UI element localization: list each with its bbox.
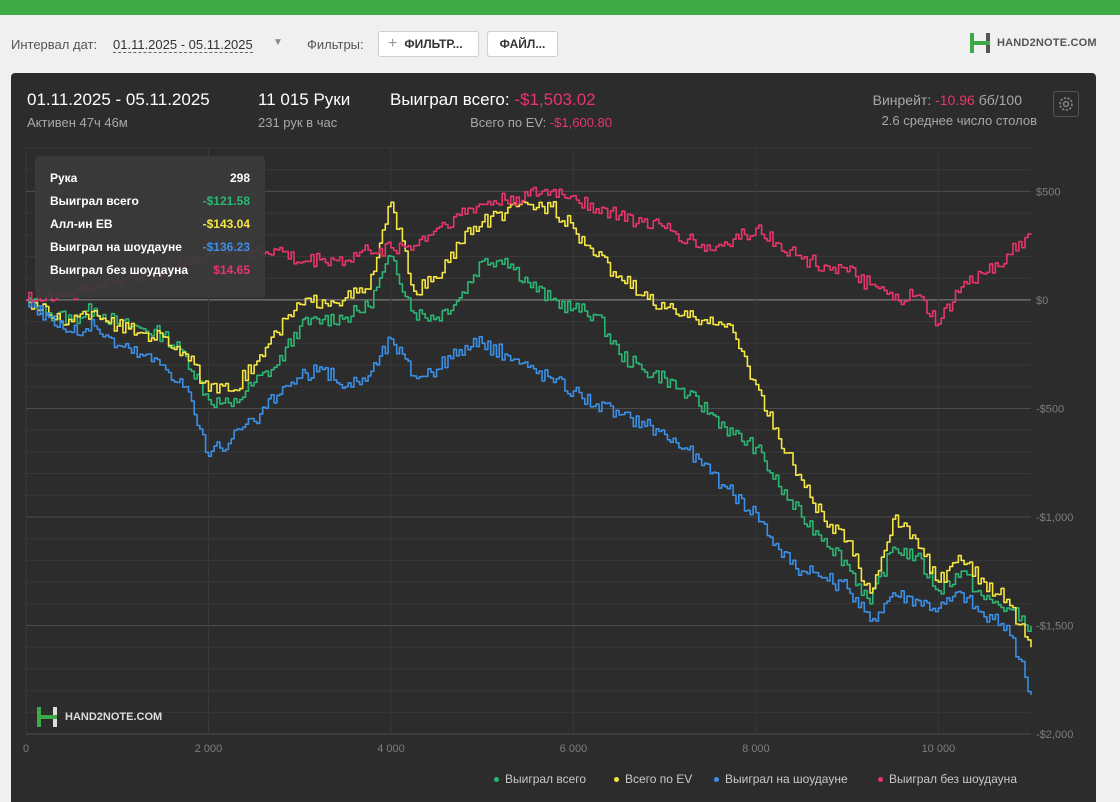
brand-logo[interactable]: HAND2NOTE.COM: [969, 32, 1097, 54]
tooltip-row: Алл-ин EB -$143.04: [50, 217, 250, 235]
tooltip-label: Рука: [50, 171, 78, 185]
won-value: -$1,503.02: [514, 90, 596, 109]
ev-label: Всего по EV:: [470, 115, 547, 130]
tooltip-label: Выиграл без шоудауна: [50, 263, 189, 277]
settings-button[interactable]: [1053, 91, 1079, 117]
y-tick-label: -$2,000: [1036, 729, 1073, 741]
legend-label: Всего по EV: [625, 772, 693, 786]
watermark-text: HAND2NOTE.COM: [65, 711, 163, 723]
hand2note-logo-icon: [970, 33, 990, 53]
y-tick-label: -$500: [1036, 403, 1064, 415]
header-hands-per-hour: 231 рук в час: [258, 115, 338, 130]
series-line: [26, 255, 1032, 632]
hover-tooltip: Рука 298 Выиграл всего -$121.58 Алл-ин E…: [35, 156, 265, 298]
legend-dot: [494, 776, 499, 782]
series-line: [26, 299, 1032, 695]
legend-dot: [878, 776, 883, 782]
x-tick-label: 0: [23, 743, 29, 755]
file-button-label: ФАЙЛ...: [499, 37, 546, 51]
tooltip-row: Выиграл без шоудауна $14.65: [50, 263, 250, 281]
y-tick-label: $500: [1036, 186, 1060, 198]
legend-label: Выиграл без шоудауна: [889, 772, 1017, 786]
chart-watermark: HAND2NOTE.COM: [36, 706, 162, 728]
header-hands: 11 015 Руки: [258, 90, 351, 109]
tooltip-value: -$143.04: [202, 217, 250, 231]
top-accent-bar: [0, 0, 1120, 15]
y-tick-label: $0: [1036, 295, 1048, 307]
winrate-label: Винрейт:: [872, 92, 932, 108]
series-line: [26, 200, 1032, 648]
graph-panel: 01.11.2025 - 05.11.2025 Активен 47ч 46м …: [11, 73, 1096, 802]
header-avg-tables: 2.6 среднее число столов: [881, 113, 1037, 128]
tooltip-value: 298: [229, 171, 250, 185]
x-tick-label: 8 000: [742, 743, 770, 755]
add-filter-button[interactable]: + ФИЛЬТР...: [378, 31, 479, 57]
filter-bar: Интервал дат: 01.11.2025 - 05.11.2025 ▼ …: [0, 15, 1120, 73]
tooltip-row: Выиграл всего -$121.58: [50, 194, 250, 212]
won-label: Выиграл всего:: [390, 90, 510, 109]
tooltip-label: Выиграл всего: [50, 194, 139, 208]
x-tick-label: 6 000: [560, 743, 588, 755]
legend-dot: [714, 776, 719, 782]
header-dates: 01.11.2025 - 05.11.2025: [27, 90, 210, 109]
tooltip-row: Рука 298: [50, 171, 250, 189]
legend-item-ev[interactable]: Всего по EV: [614, 772, 692, 786]
legend-label: Выиграл всего: [505, 772, 587, 786]
legend-dot: [614, 776, 619, 782]
tooltip-label: Выиграл на шоудауне: [50, 240, 182, 254]
tooltip-row: Выиграл на шоудауне -$136.23: [50, 240, 250, 258]
x-tick-label: 4 000: [377, 743, 405, 755]
tooltip-label: Алл-ин EB: [50, 217, 113, 231]
legend-item-showdown[interactable]: Выиграл на шоудауне: [714, 772, 848, 786]
x-tick-label: 10 000: [922, 743, 956, 755]
file-button[interactable]: ФАЙЛ...: [487, 31, 558, 57]
ev-value: -$1,600.80: [549, 115, 612, 130]
add-filter-label: ФИЛЬТР...: [404, 37, 463, 51]
interval-label: Интервал дат:: [11, 37, 98, 52]
y-tick-label: -$1,500: [1036, 620, 1073, 632]
chevron-down-icon[interactable]: ▼: [273, 37, 283, 48]
header-won-total: Выиграл всего: -$1,503.02: [390, 90, 596, 110]
date-range-picker[interactable]: 01.11.2025 - 05.11.2025: [113, 37, 253, 53]
header-active-time: Активен 47ч 46м: [27, 115, 128, 130]
header-ev-total: Всего по EV: -$1,600.80: [470, 115, 612, 130]
winrate-unit: бб/100: [978, 92, 1022, 108]
gear-icon: [1059, 97, 1073, 111]
tooltip-value: $14.65: [213, 263, 250, 277]
brand-text: HAND2NOTE.COM: [997, 37, 1097, 49]
legend-item-won[interactable]: Выиграл всего: [494, 772, 586, 786]
x-tick-label: 2 000: [195, 743, 223, 755]
tooltip-value: -$136.23: [202, 240, 250, 254]
header-winrate: Винрейт: -10.96 бб/100: [873, 92, 1022, 108]
hand2note-watermark-icon: [37, 707, 57, 727]
legend-label: Выиграл на шоудауне: [725, 772, 848, 786]
tooltip-value: -$121.58: [202, 194, 250, 208]
y-tick-label: -$1,000: [1036, 512, 1073, 524]
legend-item-non-showdown[interactable]: Выиграл без шоудауна: [878, 772, 1017, 786]
winrate-value: -10.96: [935, 92, 975, 108]
filters-label: Фильтры:: [307, 37, 364, 52]
plus-icon: +: [388, 35, 398, 52]
